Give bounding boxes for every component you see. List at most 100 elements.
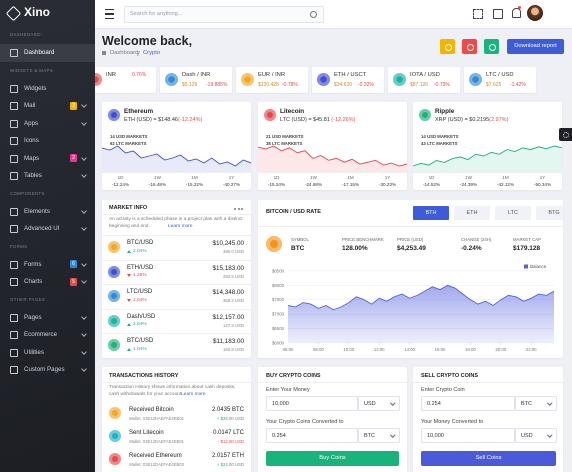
input-field[interactable]: 10,000 [266,396,358,411]
breadcrumb-separator [137,51,140,56]
legend-label: Balance [530,264,547,269]
coin-icon [108,339,120,351]
nav-badge: 3 [70,101,77,110]
add-button[interactable] [484,39,499,54]
more-menu[interactable] [234,207,244,211]
stat-value: $4,253.49 [397,245,426,252]
input-field[interactable]: 0.254 [421,396,515,411]
unit-select[interactable]: USD [515,428,557,443]
sidebar: Xino DASHBOARD Dashboard WIDGETS & MAPS Wid… [0,0,95,472]
transaction-amount: 2.0157 ETH [211,453,244,459]
topbar: Search for anything... [95,0,572,29]
nav-item[interactable]: Custom Pages [0,361,95,379]
x-tick-label: 08:00 [313,347,324,352]
nav-label: Charts [24,278,43,285]
chart-tab[interactable]: ETH [454,206,490,220]
area-line [287,284,555,311]
market-price: $11,183.00 [212,338,244,345]
area-chart: $6000 $6500 $7000 $7500 $8000 $8500 06:00 08:00… [272,264,555,352]
input-value: 0.254 [427,400,441,407]
nav-item[interactable]: Widgets [0,80,95,98]
nav-section: COMPONENTS [10,190,45,196]
chevron [81,172,87,178]
nav-item[interactable]: Ecommerce [0,326,95,344]
nav-item[interactable]: Icons [0,132,95,150]
period-change: -50.34% [533,182,552,187]
report-button[interactable]: Download report [507,39,564,54]
download-button[interactable] [440,39,455,54]
chart-tab[interactable]: BTH [413,206,449,220]
input-field[interactable]: 0.254 [266,428,358,443]
nav-item[interactable]: Pages [0,309,95,327]
ticker-card: Dash / INR $5.129 -19.885% [160,67,232,93]
settings-tab[interactable] [559,128,572,141]
apps-icon[interactable] [493,9,503,19]
transaction-usd: - $12.00 USD [217,439,244,444]
button-glyph [445,44,452,51]
nav-item[interactable]: Charts 5 [0,273,95,291]
period-change: -30.23% [378,182,397,187]
menu-toggle[interactable] [105,9,114,19]
field-label: Enter Your Money [266,387,310,393]
nav-item[interactable]: Advanced UI [0,220,95,238]
period-label: 1M [347,175,354,180]
nav-label: Elements [24,207,50,215]
nav-item[interactable]: Maps 2 [0,150,95,168]
market-count: 38 LTC MARKETS [266,141,303,146]
submit-button[interactable]: Buy Coins [266,451,399,466]
fullscreen-icon[interactable] [473,9,483,19]
nav-item[interactable]: Apps [0,115,95,133]
unit-select[interactable]: USD [358,396,400,411]
unit-select[interactable]: BTC [358,428,400,443]
nav-item[interactable]: Dashboard [0,44,95,62]
alarm-button[interactable] [462,39,477,54]
nav-item[interactable]: Elements [0,203,95,221]
period-change: -12.24% [111,182,130,187]
coin-name: Litecoin [280,108,305,115]
ticker-change: 0.76% [132,72,147,78]
notification-icon[interactable] [512,8,521,18]
learn-more-link[interactable]: Learn more [181,391,206,397]
nav-item[interactable]: Tables [0,167,95,185]
nav-item[interactable]: Mail 3 [0,97,95,115]
x-tick-label: 20:00 [495,347,506,352]
y-tick-label: $6000 [272,341,285,346]
market-volume: 368.2 USD [222,298,244,303]
market-change: 2.04% [133,248,147,254]
card-divider [413,382,563,383]
learn-more-link[interactable]: Learn more [168,223,193,229]
nav-label: Custom Pages [24,366,65,373]
sparkline-area [102,146,251,172]
coin-quote: LTC (USD) = $45.81 [280,117,330,123]
chevron [81,348,87,355]
down-arrow [127,274,131,277]
nav-label: Forms [24,260,42,268]
avatar[interactable] [527,5,543,21]
market-pair: Dash/USD [127,313,156,320]
search-box[interactable]: Search for anything... [124,6,324,23]
unit-select[interactable]: BTC [515,396,557,411]
chart-tab[interactable]: BTG [536,206,563,220]
chart-tab[interactable]: LTC [495,206,531,220]
chevron [81,225,87,231]
period-label: 1D [428,175,435,180]
stat-label: PRICE BENCHMARK [342,237,384,242]
ticker-card: EUR / INR $130.425 -0.78% [236,67,308,93]
breadcrumb-item[interactable]: Dashboard [110,50,139,56]
nav-label: Widgets [24,84,47,92]
market-pair: BTC/USD [127,338,154,344]
stat-value: $179.128 [513,245,541,252]
brand: Xino [24,5,50,19]
ticker-pair: INR [106,72,116,78]
nav-item[interactable]: Forms 6 [0,256,95,274]
breadcrumb-item[interactable]: Crypto [143,50,161,56]
input-field[interactable]: 10,000 [421,428,515,443]
buy-card: BUY CRYPTO COINS Enter Your Money 10,000 US… [258,367,407,472]
transaction-title: Sent Litecoin [129,430,164,436]
submit-button[interactable]: Sell Coins [421,451,556,466]
nav-item[interactable]: Utilities [0,344,95,362]
ticker-pair: EUR / INR [258,72,286,78]
btc-icon [266,236,282,252]
nav-icon [10,207,18,216]
